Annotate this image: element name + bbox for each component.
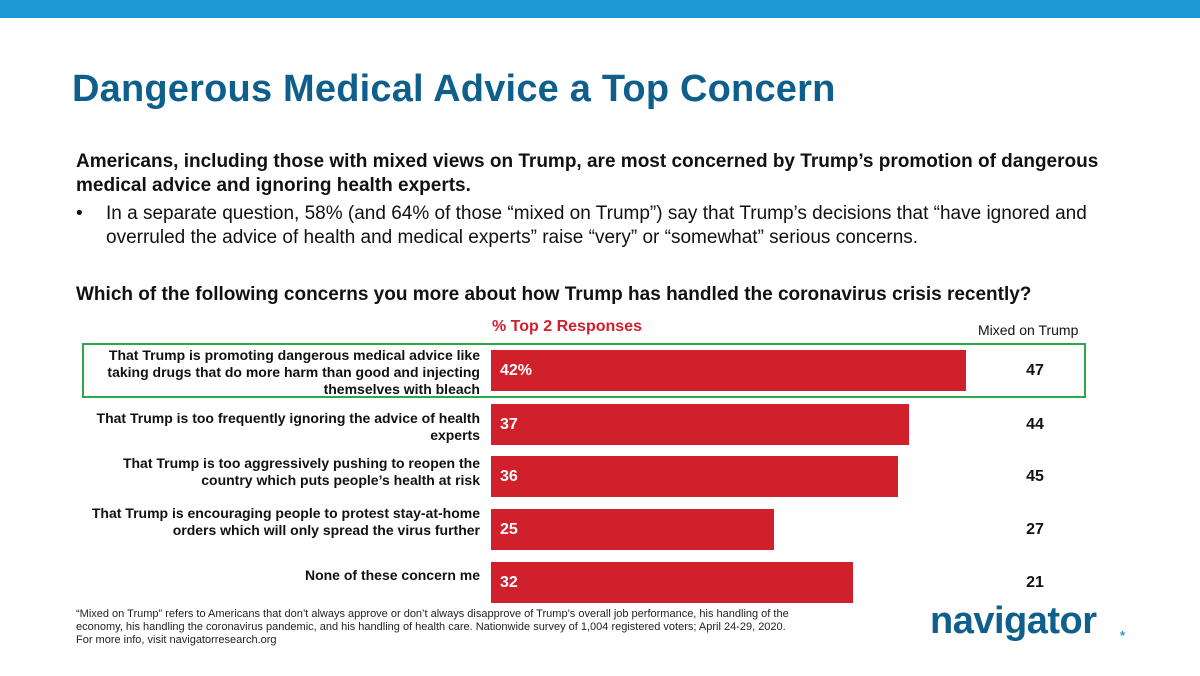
bar-4 [491, 509, 774, 550]
mixed-on-trump-value-3: 45 [1026, 468, 1044, 485]
category-label-5: None of these concern me [304, 567, 480, 583]
mixed-on-trump-header: Mixed on Trump [978, 322, 1079, 338]
bullet-marker: • [76, 203, 83, 224]
highlight-box [82, 343, 1086, 398]
category-label-4: That Trump is encouraging people to prot… [91, 505, 480, 538]
bar-value-label-3: 36 [500, 468, 518, 485]
subtitle: Americans, including those with mixed vi… [76, 151, 1099, 196]
bar-value-label-4: 25 [500, 521, 518, 538]
category-label-1: That Trump is promoting dangerous medica… [107, 347, 480, 397]
bar-value-label-2: 37 [500, 416, 518, 433]
footnote-more-info: For more info, visit navigatorresearch.o… [76, 634, 277, 646]
bar-3 [491, 456, 898, 497]
series-label: % Top 2 Responses [492, 318, 642, 335]
bar-1 [491, 350, 966, 391]
category-label-3: That Trump is too aggressively pushing t… [122, 455, 480, 488]
mixed-on-trump-value-2: 44 [1026, 416, 1044, 433]
footnote: “Mixed on Trump” refers to Americans tha… [76, 608, 836, 647]
page-title: Dangerous Medical Advice a Top Concern [72, 68, 836, 110]
bar-2 [491, 404, 909, 445]
category-label-2: That Trump is too frequently ignoring th… [96, 410, 480, 443]
bar-5 [491, 562, 853, 603]
survey-question: Which of the following concerns you more… [76, 284, 1032, 305]
top-accent-bar [0, 0, 1200, 18]
navigator-logo: navigator [930, 600, 1097, 642]
bullet-text: In a separate question, 58% (and 64% of … [106, 203, 1087, 248]
bar-value-label-5: 32 [500, 574, 518, 591]
footnote-methodology: “Mixed on Trump” refers to Americans tha… [76, 608, 789, 633]
mixed-on-trump-value-4: 27 [1026, 521, 1044, 538]
mixed-on-trump-value-5: 21 [1026, 574, 1044, 591]
mixed-on-trump-value-1: 47 [1026, 362, 1044, 379]
bar-value-label-1: 42% [500, 362, 533, 379]
navigator-logo-mark: * [1120, 628, 1126, 643]
